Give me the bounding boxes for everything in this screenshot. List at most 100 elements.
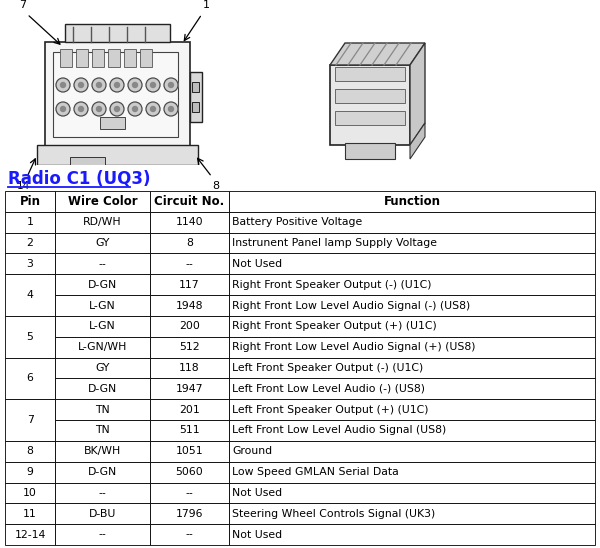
Circle shape bbox=[146, 102, 160, 116]
Bar bbox=[149, 420, 229, 441]
Text: Steering Wheel Controls Signal (UK3): Steering Wheel Controls Signal (UK3) bbox=[232, 509, 436, 519]
Bar bbox=[5, 191, 55, 212]
Bar bbox=[229, 462, 595, 483]
Text: 201: 201 bbox=[179, 404, 200, 415]
Bar bbox=[55, 462, 149, 483]
Bar bbox=[45, 42, 190, 147]
Bar bbox=[55, 441, 149, 462]
Circle shape bbox=[110, 78, 124, 92]
Bar bbox=[76, 49, 88, 67]
Bar bbox=[55, 212, 149, 233]
Text: GY: GY bbox=[95, 363, 110, 373]
Bar bbox=[229, 233, 595, 254]
Bar bbox=[55, 504, 149, 524]
Bar bbox=[229, 358, 595, 379]
Text: 11: 11 bbox=[23, 509, 37, 519]
Polygon shape bbox=[410, 123, 425, 159]
Text: D-GN: D-GN bbox=[88, 467, 117, 477]
Bar bbox=[149, 441, 229, 462]
Text: Ground: Ground bbox=[232, 446, 272, 456]
Circle shape bbox=[61, 83, 65, 88]
Bar bbox=[55, 233, 149, 254]
Bar bbox=[229, 524, 595, 545]
Bar bbox=[55, 483, 149, 504]
Bar bbox=[149, 504, 229, 524]
Text: Function: Function bbox=[383, 195, 440, 208]
Text: 12-14: 12-14 bbox=[14, 529, 46, 540]
Text: Battery Positive Voltage: Battery Positive Voltage bbox=[232, 217, 362, 227]
Text: Left Front Low Level Audio Signal (US8): Left Front Low Level Audio Signal (US8) bbox=[232, 425, 446, 436]
Text: 118: 118 bbox=[179, 363, 200, 373]
Text: 1947: 1947 bbox=[176, 384, 203, 394]
Text: 1796: 1796 bbox=[176, 509, 203, 519]
Bar bbox=[5, 524, 55, 545]
Circle shape bbox=[164, 102, 178, 116]
Bar bbox=[5, 212, 55, 233]
Bar bbox=[5, 254, 55, 275]
Bar bbox=[5, 462, 55, 483]
Text: 117: 117 bbox=[179, 279, 200, 290]
Bar bbox=[335, 67, 405, 81]
Bar bbox=[229, 212, 595, 233]
Text: Right Front Low Level Audio Signal (-) (US8): Right Front Low Level Audio Signal (-) (… bbox=[232, 300, 470, 311]
Circle shape bbox=[115, 83, 119, 88]
Bar bbox=[100, 117, 125, 129]
Bar bbox=[140, 49, 152, 67]
Bar bbox=[5, 316, 55, 358]
Text: 8: 8 bbox=[186, 238, 193, 248]
Bar bbox=[5, 441, 55, 462]
Bar bbox=[192, 102, 199, 112]
Circle shape bbox=[56, 102, 70, 116]
Circle shape bbox=[79, 106, 83, 111]
Circle shape bbox=[169, 106, 173, 111]
Bar bbox=[55, 275, 149, 295]
Circle shape bbox=[92, 78, 106, 92]
Bar bbox=[335, 89, 405, 103]
Text: --: -- bbox=[185, 529, 193, 540]
Bar bbox=[190, 72, 202, 122]
Text: Not Used: Not Used bbox=[232, 259, 283, 269]
Circle shape bbox=[151, 106, 155, 111]
Text: Right Front Speaker Output (-) (U1C): Right Front Speaker Output (-) (U1C) bbox=[232, 279, 432, 290]
Circle shape bbox=[128, 102, 142, 116]
Bar bbox=[149, 379, 229, 399]
Bar bbox=[149, 254, 229, 275]
Bar bbox=[149, 233, 229, 254]
Text: L-GN/WH: L-GN/WH bbox=[77, 342, 127, 352]
Circle shape bbox=[56, 78, 70, 92]
Bar bbox=[55, 379, 149, 399]
Text: 8: 8 bbox=[26, 446, 34, 456]
Bar bbox=[5, 358, 55, 399]
Bar bbox=[229, 316, 595, 337]
Text: 512: 512 bbox=[179, 342, 200, 352]
Bar bbox=[229, 191, 595, 212]
Bar bbox=[149, 483, 229, 504]
Text: --: -- bbox=[185, 259, 193, 269]
Bar bbox=[5, 233, 55, 254]
Bar bbox=[229, 254, 595, 275]
Circle shape bbox=[151, 83, 155, 88]
Circle shape bbox=[97, 83, 101, 88]
Bar bbox=[229, 441, 595, 462]
Text: TN: TN bbox=[95, 425, 110, 436]
Bar bbox=[149, 316, 229, 337]
Text: 4: 4 bbox=[26, 290, 34, 300]
Bar bbox=[229, 504, 595, 524]
Text: Radio C1 (UQ3): Radio C1 (UQ3) bbox=[8, 170, 151, 188]
Text: Pin: Pin bbox=[20, 195, 41, 208]
Circle shape bbox=[146, 78, 160, 92]
Bar bbox=[53, 52, 178, 137]
Text: --: -- bbox=[185, 488, 193, 498]
Bar bbox=[229, 420, 595, 441]
Text: 8: 8 bbox=[212, 181, 220, 191]
Text: D-GN: D-GN bbox=[88, 384, 117, 394]
Circle shape bbox=[164, 78, 178, 92]
Circle shape bbox=[115, 106, 119, 111]
Text: 10: 10 bbox=[23, 488, 37, 498]
Polygon shape bbox=[410, 43, 425, 145]
Circle shape bbox=[169, 83, 173, 88]
Text: 511: 511 bbox=[179, 425, 200, 436]
Circle shape bbox=[74, 78, 88, 92]
Text: 9: 9 bbox=[26, 467, 34, 477]
Bar bbox=[5, 399, 55, 441]
